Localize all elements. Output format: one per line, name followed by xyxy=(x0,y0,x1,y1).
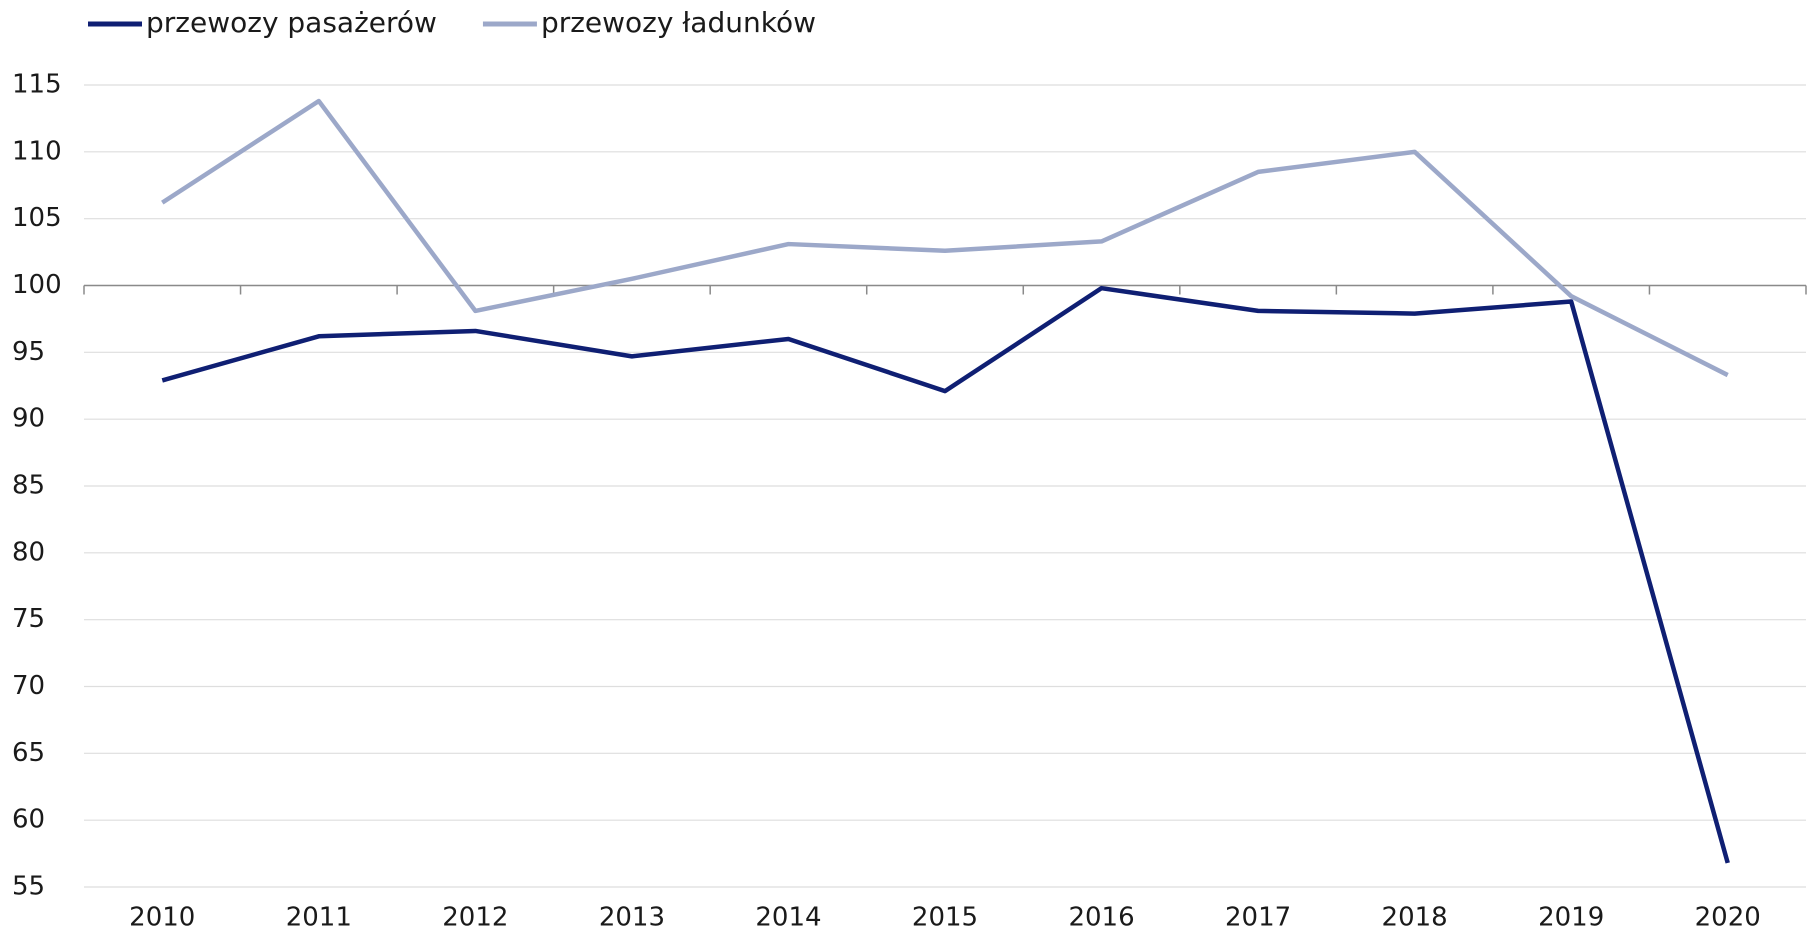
x-tick-label: 2017 xyxy=(1225,903,1291,932)
y-tick-label: 75 xyxy=(12,604,45,634)
y-tick-label: 80 xyxy=(12,537,45,567)
legend-label: przewozy pasażerów xyxy=(146,6,437,39)
y-tick-label: 60 xyxy=(12,805,45,835)
series-line xyxy=(161,285,1730,864)
y-tick-label: 70 xyxy=(12,671,45,701)
x-tick-label: 2012 xyxy=(442,903,508,932)
legend-label: przewozy ładunków xyxy=(541,6,816,39)
x-tick-label: 2018 xyxy=(1382,903,1448,932)
y-tick-label: 85 xyxy=(12,471,45,501)
x-tick-label: 2014 xyxy=(755,903,821,932)
x-tick-label: 2011 xyxy=(286,903,352,932)
x-tick-label: 2010 xyxy=(129,903,195,932)
y-tick-label: 65 xyxy=(12,738,45,768)
y-tick-label: 110 xyxy=(12,136,62,166)
x-tick-label: 2016 xyxy=(1068,903,1134,932)
y-tick-label: 95 xyxy=(12,337,45,367)
x-tick-label: 2020 xyxy=(1695,903,1761,932)
y-tick-label: 100 xyxy=(12,270,62,300)
x-tick-label: 2015 xyxy=(912,903,978,932)
y-tick-label: 105 xyxy=(12,203,62,233)
series-line xyxy=(161,98,1729,378)
y-tick-label: 115 xyxy=(12,70,62,100)
x-tick-label: 2013 xyxy=(599,903,665,932)
y-tick-label: 55 xyxy=(12,872,45,902)
x-tick-label: 2019 xyxy=(1538,903,1604,932)
y-tick-label: 90 xyxy=(12,404,45,434)
